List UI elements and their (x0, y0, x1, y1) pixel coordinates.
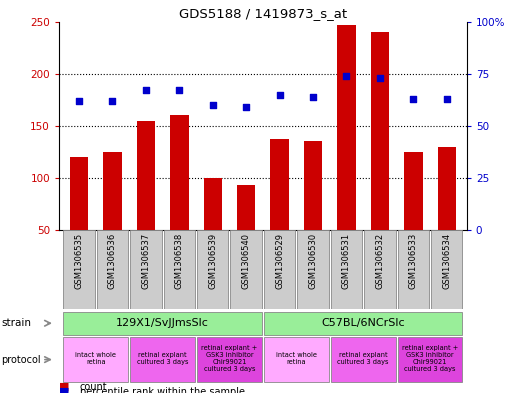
Bar (204, 178, 222, 230)
Text: GSM1306535: GSM1306535 (74, 233, 84, 289)
Point (409, 95, 418, 102)
Text: intact whole
retina: intact whole retina (75, 352, 116, 365)
Point (75, 97, 83, 104)
Text: count: count (80, 382, 107, 392)
Text: intact whole
retina: intact whole retina (276, 352, 317, 365)
Bar (331, 337, 396, 382)
Text: GSM1306533: GSM1306533 (409, 233, 418, 289)
Text: ■: ■ (59, 381, 69, 391)
Bar (364, 230, 396, 309)
Text: ■: ■ (59, 386, 69, 393)
Text: retinal explant +
GSK3 inhibitor
Chir99021
cultured 3 days: retinal explant + GSK3 inhibitor Chir990… (402, 345, 458, 372)
Title: GDS5188 / 1419873_s_at: GDS5188 / 1419873_s_at (179, 7, 347, 20)
Bar (63, 230, 95, 309)
Text: GSM1306539: GSM1306539 (208, 233, 218, 289)
Text: percentile rank within the sample: percentile rank within the sample (80, 387, 245, 393)
Text: strain: strain (2, 318, 31, 328)
Point (242, 104, 250, 110)
Bar (170, 115, 189, 230)
Point (142, 87, 150, 94)
Bar (438, 147, 456, 230)
Bar (63, 312, 262, 335)
Text: 129X1/SvJJmsSlc: 129X1/SvJJmsSlc (116, 318, 209, 328)
Bar (331, 230, 362, 309)
Text: retinal explant +
GSK3 inhibitor
Chir99021
cultured 3 days: retinal explant + GSK3 inhibitor Chir990… (202, 345, 258, 372)
Bar (304, 141, 322, 230)
Point (309, 94, 317, 100)
Bar (197, 337, 262, 382)
Text: C57BL/6NCrSlc: C57BL/6NCrSlc (321, 318, 405, 328)
Bar (398, 230, 429, 309)
Bar (197, 230, 228, 309)
Bar (70, 157, 88, 230)
Point (376, 75, 384, 81)
Text: GSM1306532: GSM1306532 (376, 233, 384, 289)
Text: retinal explant
cultured 3 days: retinal explant cultured 3 days (338, 352, 389, 365)
Bar (398, 337, 463, 382)
Bar (298, 230, 329, 309)
Text: GSM1306530: GSM1306530 (308, 233, 318, 289)
Point (275, 91, 284, 97)
Text: GSM1306536: GSM1306536 (108, 233, 117, 289)
Text: GSM1306540: GSM1306540 (242, 233, 251, 289)
Text: GSM1306529: GSM1306529 (275, 233, 284, 289)
Bar (237, 185, 255, 230)
Text: retinal explant
cultured 3 days: retinal explant cultured 3 days (137, 352, 188, 365)
Bar (264, 337, 329, 382)
Bar (264, 312, 463, 335)
Bar (371, 32, 389, 230)
Text: GSM1306534: GSM1306534 (442, 233, 451, 289)
Bar (264, 230, 295, 309)
Point (209, 102, 217, 108)
Text: GSM1306538: GSM1306538 (175, 233, 184, 289)
Point (443, 95, 451, 102)
Point (342, 73, 350, 79)
Bar (230, 230, 262, 309)
Bar (270, 139, 289, 230)
Bar (404, 152, 423, 230)
Bar (137, 121, 155, 230)
Bar (164, 230, 195, 309)
Bar (103, 152, 122, 230)
Point (175, 87, 184, 94)
Text: GSM1306531: GSM1306531 (342, 233, 351, 289)
Bar (431, 230, 463, 309)
Text: protocol: protocol (2, 354, 41, 365)
Bar (63, 337, 128, 382)
Bar (130, 230, 162, 309)
Bar (130, 337, 195, 382)
Text: GSM1306537: GSM1306537 (142, 233, 150, 289)
Point (108, 97, 116, 104)
Bar (337, 25, 356, 230)
Bar (97, 230, 128, 309)
